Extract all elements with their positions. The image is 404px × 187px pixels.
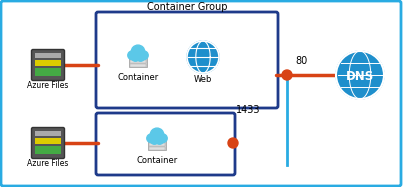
FancyBboxPatch shape xyxy=(35,68,61,76)
Text: Azure Files: Azure Files xyxy=(27,159,69,168)
FancyBboxPatch shape xyxy=(35,131,61,136)
FancyBboxPatch shape xyxy=(35,60,61,66)
FancyBboxPatch shape xyxy=(147,138,166,150)
Text: Container Group: Container Group xyxy=(147,2,227,12)
Circle shape xyxy=(150,136,159,144)
FancyBboxPatch shape xyxy=(128,55,147,67)
Text: Container: Container xyxy=(137,156,178,165)
FancyBboxPatch shape xyxy=(35,53,61,58)
FancyBboxPatch shape xyxy=(130,64,146,67)
FancyBboxPatch shape xyxy=(32,128,65,159)
FancyBboxPatch shape xyxy=(96,113,235,175)
FancyBboxPatch shape xyxy=(130,60,146,63)
FancyBboxPatch shape xyxy=(130,56,146,59)
Circle shape xyxy=(131,53,140,61)
FancyBboxPatch shape xyxy=(149,143,165,146)
Circle shape xyxy=(140,51,148,59)
Circle shape xyxy=(128,51,136,59)
Text: DNS: DNS xyxy=(346,70,374,82)
FancyBboxPatch shape xyxy=(35,138,61,144)
Text: 80: 80 xyxy=(295,56,307,66)
Circle shape xyxy=(150,128,164,142)
Text: Container: Container xyxy=(118,73,159,82)
FancyBboxPatch shape xyxy=(1,1,401,186)
Text: Web: Web xyxy=(194,75,212,84)
Text: 1433: 1433 xyxy=(236,105,261,115)
Circle shape xyxy=(131,45,145,59)
Circle shape xyxy=(155,136,164,144)
Circle shape xyxy=(187,41,219,73)
Circle shape xyxy=(136,53,145,61)
FancyBboxPatch shape xyxy=(32,50,65,80)
FancyBboxPatch shape xyxy=(96,12,278,108)
FancyBboxPatch shape xyxy=(149,147,165,150)
FancyBboxPatch shape xyxy=(35,146,61,154)
Circle shape xyxy=(147,134,155,142)
Circle shape xyxy=(282,70,292,80)
Circle shape xyxy=(159,134,167,142)
Circle shape xyxy=(228,138,238,148)
FancyBboxPatch shape xyxy=(149,139,165,142)
Text: Azure Files: Azure Files xyxy=(27,81,69,90)
Circle shape xyxy=(336,51,384,99)
